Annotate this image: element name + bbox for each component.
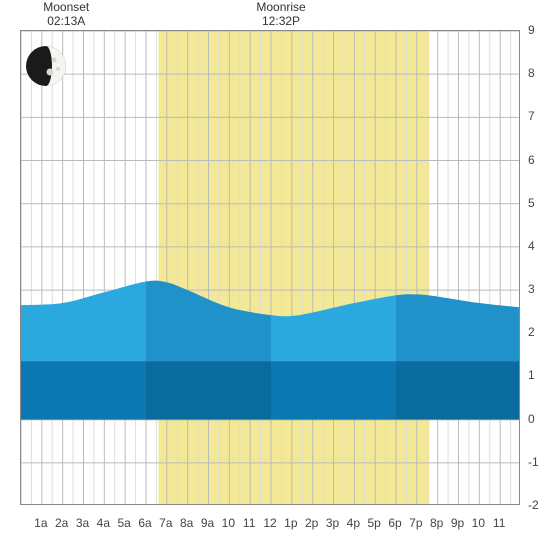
x-tick-label: 3a bbox=[76, 516, 89, 530]
moonrise-label: Moonrise bbox=[256, 0, 305, 14]
y-tick-label: 6 bbox=[528, 153, 535, 167]
x-tick-label: 2p bbox=[305, 516, 318, 530]
y-tick-label: 3 bbox=[528, 282, 535, 296]
plot-area bbox=[20, 30, 520, 505]
y-tick-label: 1 bbox=[528, 368, 535, 382]
x-tick-label: 1p bbox=[284, 516, 297, 530]
x-tick-label: 4p bbox=[347, 516, 360, 530]
x-tick-label: 11 bbox=[493, 516, 505, 530]
moonrise-time: 12:32P bbox=[256, 14, 305, 28]
moonset-header: Moonset 02:13A bbox=[43, 0, 89, 28]
x-tick-label: 5p bbox=[367, 516, 380, 530]
x-tick-label: 12 bbox=[263, 516, 276, 530]
x-tick-label: 8a bbox=[180, 516, 193, 530]
x-axis-labels: 1a 2a 3a 4a 5a 6a 7a 8a 9a 10 11 12 1p 2p 3p 4p 5p 6p 7p 8p… bbox=[20, 512, 520, 532]
x-tick-label: 8p bbox=[430, 516, 443, 530]
moonset-label: Moonset bbox=[43, 0, 89, 14]
x-tick-label: 10 bbox=[222, 516, 235, 530]
y-tick-label: 0 bbox=[528, 412, 535, 426]
x-tick-label: 6p bbox=[388, 516, 401, 530]
x-tick-label: 1a bbox=[34, 516, 47, 530]
x-tick-label: 7a bbox=[159, 516, 172, 530]
x-tick-label: 3p bbox=[326, 516, 339, 530]
y-tick-label: -2 bbox=[528, 498, 539, 512]
x-tick-label: 7p bbox=[409, 516, 422, 530]
y-axis-labels: -2-10123456789 bbox=[522, 30, 546, 505]
x-tick-label: 2a bbox=[55, 516, 68, 530]
y-tick-label: 7 bbox=[528, 109, 535, 123]
x-tick-label: 4a bbox=[97, 516, 110, 530]
moonrise-header: Moonrise 12:32P bbox=[256, 0, 305, 28]
moonset-time: 02:13A bbox=[43, 14, 89, 28]
y-tick-label: 2 bbox=[528, 325, 535, 339]
x-tick-label: 6a bbox=[138, 516, 151, 530]
y-tick-label: 4 bbox=[528, 239, 535, 253]
x-tick-label: 9p bbox=[451, 516, 464, 530]
y-tick-label: -1 bbox=[528, 455, 539, 469]
y-tick-label: 9 bbox=[528, 23, 535, 37]
x-tick-label: 9a bbox=[201, 516, 214, 530]
x-tick-label: 11 bbox=[243, 516, 255, 530]
y-tick-label: 5 bbox=[528, 196, 535, 210]
tide-chart: Moonset 02:13A Moonrise 12:32P -2-101234… bbox=[0, 0, 550, 550]
moon-phase-icon bbox=[24, 44, 68, 88]
x-tick-label: 10 bbox=[472, 516, 485, 530]
y-tick-label: 8 bbox=[528, 66, 535, 80]
x-tick-label: 5a bbox=[117, 516, 130, 530]
plot-svg bbox=[21, 31, 520, 505]
